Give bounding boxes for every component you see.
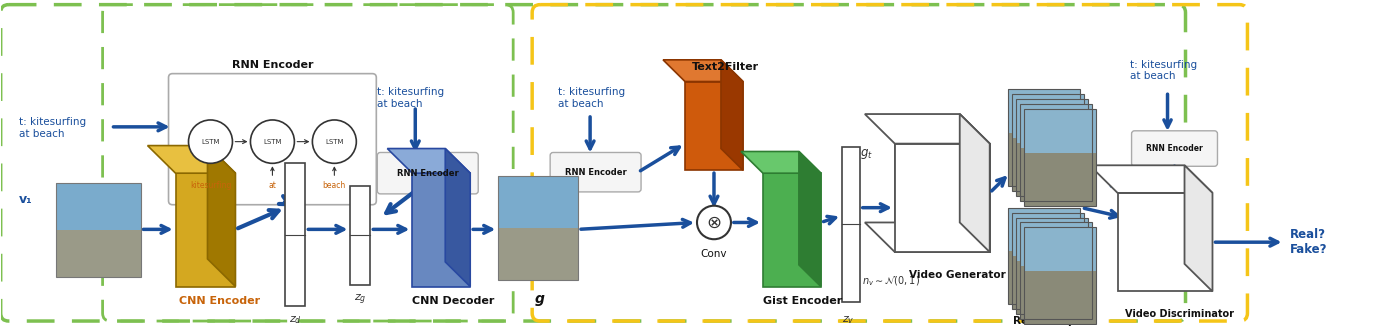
Text: LSTM: LSTM bbox=[326, 139, 344, 145]
Polygon shape bbox=[1090, 165, 1212, 193]
Text: RNN Encoder: RNN Encoder bbox=[565, 168, 626, 177]
Text: t: kitesurfing
at beach: t: kitesurfing at beach bbox=[377, 88, 444, 109]
Text: $n_v \sim \mathcal{N}(0,1)$: $n_v \sim \mathcal{N}(0,1)$ bbox=[862, 275, 920, 289]
Circle shape bbox=[251, 120, 294, 163]
Polygon shape bbox=[1008, 133, 1080, 186]
Text: Conv: Conv bbox=[700, 249, 727, 259]
Bar bbox=[498, 176, 578, 280]
Text: Gist Encoder: Gist Encoder bbox=[763, 296, 842, 306]
Text: kitesurfing: kitesurfing bbox=[189, 181, 231, 190]
Text: CNN Decoder: CNN Decoder bbox=[412, 296, 494, 306]
Polygon shape bbox=[959, 114, 990, 252]
Polygon shape bbox=[1012, 256, 1083, 309]
Bar bbox=[1020, 222, 1091, 319]
Polygon shape bbox=[412, 173, 470, 287]
Polygon shape bbox=[1008, 208, 1080, 251]
Polygon shape bbox=[498, 228, 578, 280]
Polygon shape bbox=[1023, 227, 1096, 271]
Polygon shape bbox=[1020, 222, 1091, 266]
Polygon shape bbox=[864, 114, 990, 144]
Polygon shape bbox=[207, 146, 235, 287]
FancyBboxPatch shape bbox=[550, 152, 642, 192]
Text: Real?
Fake?: Real? Fake? bbox=[1289, 228, 1327, 256]
Circle shape bbox=[312, 120, 356, 163]
Bar bbox=[1012, 94, 1083, 191]
Polygon shape bbox=[1012, 94, 1083, 138]
Bar bbox=[285, 163, 305, 306]
Polygon shape bbox=[895, 144, 990, 252]
Bar bbox=[1008, 208, 1080, 304]
Circle shape bbox=[188, 120, 232, 163]
Bar bbox=[842, 147, 860, 302]
Text: Video Generator: Video Generator bbox=[909, 270, 1005, 280]
Bar bbox=[1023, 109, 1096, 206]
Text: g: g bbox=[535, 292, 546, 306]
Polygon shape bbox=[959, 114, 990, 252]
Polygon shape bbox=[1020, 104, 1091, 148]
Polygon shape bbox=[763, 173, 821, 287]
Bar bbox=[56, 183, 141, 277]
FancyBboxPatch shape bbox=[1132, 131, 1218, 166]
Polygon shape bbox=[895, 144, 990, 252]
Text: $z_g$: $z_g$ bbox=[354, 292, 366, 307]
Polygon shape bbox=[148, 146, 235, 173]
Text: $z_d$: $z_d$ bbox=[290, 314, 302, 326]
Bar bbox=[351, 186, 370, 285]
Polygon shape bbox=[721, 60, 743, 170]
Polygon shape bbox=[1185, 165, 1212, 291]
Text: RNN Encoder: RNN Encoder bbox=[397, 169, 458, 178]
Polygon shape bbox=[1016, 217, 1087, 261]
Bar bbox=[1016, 217, 1087, 314]
Text: at: at bbox=[269, 181, 277, 190]
Bar bbox=[1008, 89, 1080, 186]
Text: t: kitesurfing
at beach: t: kitesurfing at beach bbox=[1129, 60, 1197, 82]
Text: LSTM: LSTM bbox=[202, 139, 220, 145]
Polygon shape bbox=[1020, 266, 1091, 319]
Polygon shape bbox=[1023, 109, 1096, 153]
Polygon shape bbox=[1023, 271, 1096, 324]
Text: $z_v$: $z_v$ bbox=[842, 314, 855, 326]
Polygon shape bbox=[387, 148, 470, 173]
Polygon shape bbox=[1023, 153, 1096, 206]
Text: LSTM: LSTM bbox=[263, 139, 281, 145]
Text: Real Sample: Real Sample bbox=[1013, 316, 1086, 326]
Polygon shape bbox=[1008, 251, 1080, 304]
Polygon shape bbox=[741, 151, 821, 173]
Polygon shape bbox=[445, 148, 470, 287]
Bar bbox=[1023, 227, 1096, 324]
Bar bbox=[1016, 99, 1087, 196]
Text: Text2Filter: Text2Filter bbox=[692, 62, 759, 72]
FancyBboxPatch shape bbox=[168, 74, 376, 205]
Polygon shape bbox=[56, 230, 141, 277]
Polygon shape bbox=[1016, 99, 1087, 143]
Text: CNN Encoder: CNN Encoder bbox=[180, 296, 260, 306]
Polygon shape bbox=[498, 176, 578, 228]
Text: t: kitesurfing
at beach: t: kitesurfing at beach bbox=[558, 88, 625, 109]
Polygon shape bbox=[1016, 261, 1087, 314]
Polygon shape bbox=[799, 151, 821, 287]
Text: beach: beach bbox=[323, 181, 347, 190]
Bar bbox=[1012, 213, 1083, 309]
Text: $g_t$: $g_t$ bbox=[860, 147, 873, 161]
Polygon shape bbox=[1012, 138, 1083, 191]
Circle shape bbox=[697, 206, 731, 239]
Bar bbox=[1020, 104, 1091, 201]
Polygon shape bbox=[175, 173, 235, 287]
Polygon shape bbox=[56, 183, 141, 230]
Polygon shape bbox=[1020, 148, 1091, 201]
FancyBboxPatch shape bbox=[377, 152, 479, 194]
Text: RNN Encoder: RNN Encoder bbox=[231, 60, 313, 70]
Text: RNN Encoder: RNN Encoder bbox=[1146, 144, 1203, 153]
Polygon shape bbox=[685, 82, 743, 170]
Polygon shape bbox=[1012, 213, 1083, 256]
Polygon shape bbox=[1008, 89, 1080, 133]
Text: ⊗: ⊗ bbox=[706, 214, 721, 232]
Polygon shape bbox=[663, 60, 743, 82]
Polygon shape bbox=[1016, 143, 1087, 196]
Text: t: kitesurfing
at beach: t: kitesurfing at beach bbox=[18, 117, 86, 139]
Text: v₁: v₁ bbox=[18, 193, 32, 206]
Polygon shape bbox=[1118, 193, 1212, 291]
Text: Video Discriminator: Video Discriminator bbox=[1125, 309, 1233, 319]
Polygon shape bbox=[864, 222, 990, 252]
